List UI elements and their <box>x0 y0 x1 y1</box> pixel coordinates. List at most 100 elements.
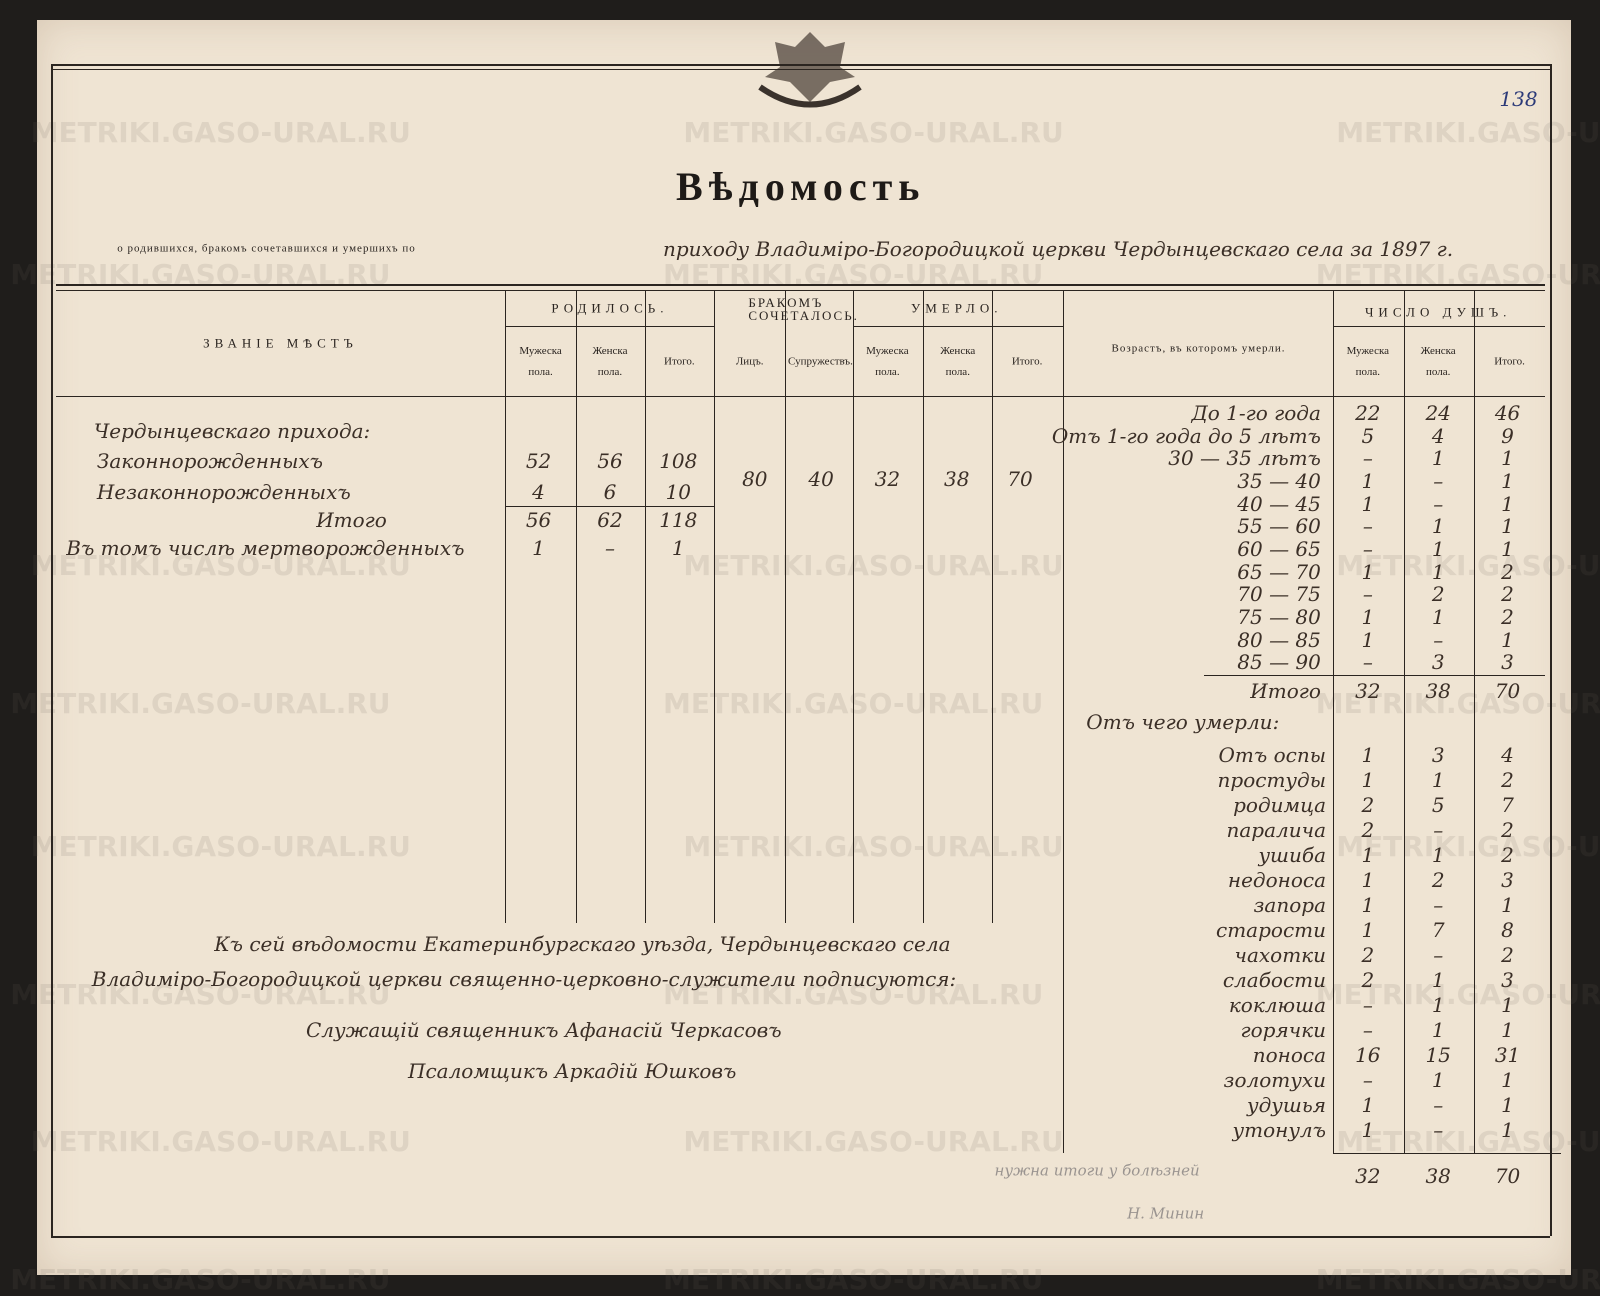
cause-label: родимца <box>1233 792 1326 817</box>
cell: 32 <box>874 467 901 492</box>
cell: 16 <box>1355 1042 1381 1067</box>
subcolumn-header: Итого. <box>1494 355 1525 368</box>
rule <box>644 289 646 924</box>
cell: 1 <box>1361 559 1375 584</box>
cell: 2 <box>1501 559 1514 584</box>
cell: 1 <box>1501 446 1514 471</box>
cell: 1 <box>1431 967 1445 992</box>
cell: 52 <box>525 449 552 474</box>
cell: 46 <box>1494 401 1521 426</box>
rule <box>51 64 53 1237</box>
cell: 1 <box>1361 867 1375 892</box>
cell: 10 <box>665 479 692 504</box>
cell: 4 <box>1501 742 1514 767</box>
row-label: Въ томъ числѣ мертворожденныхъ <box>66 535 465 560</box>
cell: 1 <box>1361 842 1375 867</box>
age-label: 40 — 45 <box>1237 491 1321 516</box>
subcolumn-header: Итого. <box>664 355 695 368</box>
rule <box>852 289 854 924</box>
pencil-note: нужна итоги у болѣзней <box>994 1161 1200 1180</box>
rule <box>51 64 1551 67</box>
cell: – <box>1433 1092 1444 1117</box>
rule <box>852 326 1063 328</box>
cell: 1 <box>1501 627 1514 652</box>
cell: – <box>1433 491 1444 516</box>
cell: 1 <box>1361 1117 1375 1142</box>
watermark: METRIKI.GASO-URAL.RU <box>30 115 411 149</box>
total: 38 <box>1425 1164 1451 1189</box>
watermark: METRIKI.GASO-URAL.RU <box>663 977 1044 1011</box>
cell: 1 <box>1501 469 1514 494</box>
rule <box>785 289 787 924</box>
age-label: 70 — 75 <box>1237 582 1321 607</box>
cell: 6 <box>603 479 617 504</box>
cell: 1 <box>671 535 685 560</box>
subtitle: о родившихся, бракомъ сочетавшихся и уме… <box>117 242 416 255</box>
age-label: До 1-го года <box>1191 401 1321 426</box>
cell: 1 <box>1361 767 1375 792</box>
cell: 24 <box>1425 401 1451 426</box>
watermark: METRIKI.GASO-URAL.RU <box>10 977 391 1011</box>
cell: 118 <box>659 508 698 533</box>
watermark: METRIKI.GASO-URAL.RU <box>663 1263 1044 1296</box>
signature: Псаломщикъ Аркадій Юшковъ <box>408 1059 737 1083</box>
cell: 38 <box>1425 678 1451 703</box>
rule <box>1062 289 1064 1153</box>
column-header: Родилось. <box>551 300 669 316</box>
cell: 2 <box>1501 767 1514 792</box>
watermark: METRIKI.GASO-URAL.RU <box>1336 115 1600 149</box>
cell: 1 <box>1501 491 1514 516</box>
cell: – <box>1433 469 1444 494</box>
cell: 1 <box>1361 469 1375 494</box>
cell: 3 <box>1501 867 1514 892</box>
rule <box>1550 64 1553 1237</box>
rule <box>504 289 506 924</box>
total: 70 <box>1494 1164 1521 1189</box>
cell: – <box>1433 942 1444 967</box>
cell: 1 <box>1361 742 1375 767</box>
pencil-note: Н. Минин <box>1127 1204 1205 1223</box>
cell: 38 <box>944 467 970 492</box>
cell: 2 <box>1501 842 1514 867</box>
row-label: Итого <box>316 508 387 533</box>
cell: 9 <box>1501 423 1514 448</box>
subcolumn-header: Мужеска пола. <box>519 345 562 379</box>
cause-label: коклюша <box>1228 992 1326 1017</box>
subtitle-handwritten: приходу Владиміро-Богородицкой церкви Че… <box>663 236 1454 261</box>
rule <box>1473 289 1475 1153</box>
emblem <box>758 32 862 108</box>
rule <box>56 289 1546 291</box>
cell: 32 <box>1355 678 1381 703</box>
column-header: Званіе мѣстъ <box>203 335 358 351</box>
watermark: METRIKI.GASO-URAL.RU <box>1336 1125 1600 1159</box>
cell: 1 <box>1501 992 1514 1017</box>
cell: 108 <box>659 449 698 474</box>
watermark: METRIKI.GASO-URAL.RU <box>10 686 391 720</box>
cause-label: паралича <box>1226 817 1326 842</box>
subcolumn-header: Женска пола. <box>1420 345 1456 379</box>
cause-label: Отъ оспы <box>1218 742 1326 767</box>
cell: 5 <box>1361 423 1375 448</box>
cell: 2 <box>1361 967 1375 992</box>
cell: 1 <box>1361 604 1375 629</box>
subcolumn-header: Итого. <box>1011 355 1043 368</box>
cause-label: ушиба <box>1258 842 1326 867</box>
cell: 62 <box>597 508 623 533</box>
watermark: METRIKI.GASO-URAL.RU <box>1315 686 1600 720</box>
cell: – <box>1362 514 1373 539</box>
cell: 7 <box>1501 792 1514 817</box>
age-label: 60 — 65 <box>1237 536 1321 561</box>
cell: 1 <box>1431 536 1445 561</box>
signature: Владиміро-Богородицкой церкви священно-ц… <box>91 967 957 992</box>
signature: Къ сей вѣдомости Екатеринбургскаго уѣзда… <box>214 931 951 956</box>
cell: 1 <box>1431 446 1445 471</box>
subcolumn-header: Лицъ. <box>735 355 764 368</box>
cell: – <box>1362 992 1373 1017</box>
watermark: METRIKI.GASO-URAL.RU <box>1336 829 1600 863</box>
cell: 2 <box>1361 942 1375 967</box>
rule <box>51 1236 1551 1239</box>
rule <box>504 326 714 328</box>
cell: 2 <box>1501 582 1514 607</box>
cell: 1 <box>1501 892 1514 917</box>
watermark: METRIKI.GASO-URAL.RU <box>10 1263 391 1296</box>
